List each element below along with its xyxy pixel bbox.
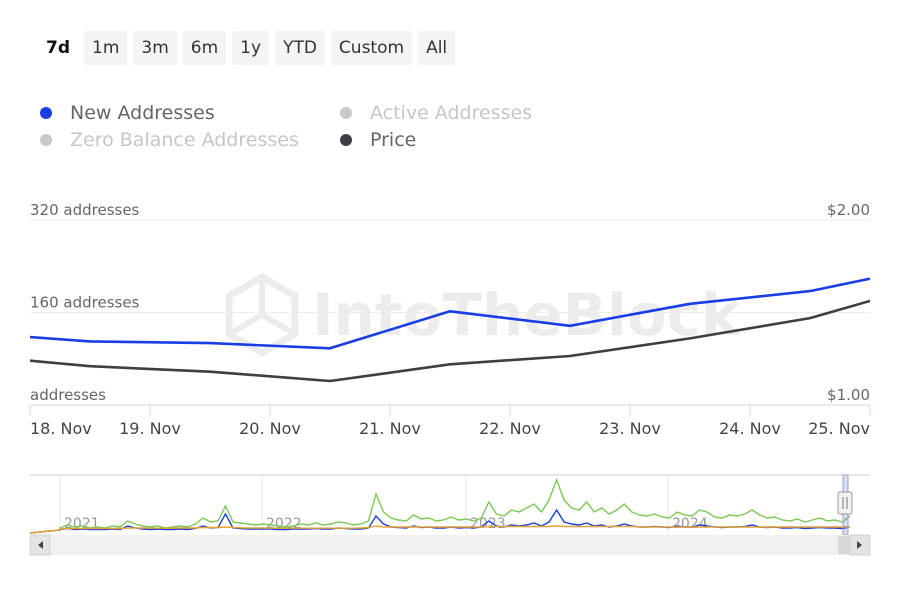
right-axis-label: $2.00 — [827, 201, 870, 219]
range-button-3m[interactable]: 3m — [133, 31, 177, 65]
x-tick-label: 24. Nov — [719, 419, 781, 438]
range-button-7d[interactable]: 7d — [38, 31, 78, 65]
x-tick-label: 25. Nov — [808, 419, 870, 438]
navigator-year-label: 2023 — [470, 516, 506, 532]
left-axis-label: 320 addresses — [30, 201, 140, 219]
x-tick-label: 20. Nov — [239, 419, 301, 438]
legend-dot-icon — [340, 133, 352, 146]
legend-item-active-addresses[interactable]: Active Addresses — [340, 100, 600, 125]
watermark-logo: IntoTheBlock — [225, 272, 741, 358]
legend-item-zero-balance-addresses[interactable]: Zero Balance Addresses — [40, 127, 340, 152]
x-tick-label: 18. Nov — [30, 419, 92, 438]
x-tick-label: 19. Nov — [119, 419, 181, 438]
x-tick-label: 22. Nov — [479, 419, 541, 438]
navigator-year-label: 2024 — [672, 516, 708, 532]
navigator-series-price — [29, 525, 850, 534]
legend-label: Price — [370, 128, 417, 151]
legend-dot-icon — [40, 106, 52, 119]
legend-label: New Addresses — [70, 101, 215, 124]
legend-dot-icon — [40, 133, 52, 146]
range-button-1y[interactable]: 1y — [232, 31, 270, 65]
navigator-chart: 2021 2022 2023 2024 — [29, 474, 871, 556]
scrollbar-track[interactable] — [30, 535, 870, 555]
legend-item-price[interactable]: Price — [340, 127, 600, 152]
chart-legend: New Addresses Active Addresses Zero Balanc… — [40, 100, 600, 152]
left-axis-label: 160 addresses — [30, 294, 140, 312]
navigator-series-active-addresses — [29, 478, 851, 534]
x-tick-label: 23. Nov — [599, 419, 661, 438]
scroll-right-button[interactable] — [849, 534, 871, 556]
scroll-left-button[interactable] — [29, 534, 51, 556]
legend-dot-icon — [340, 106, 352, 119]
range-button-6m[interactable]: 6m — [182, 31, 227, 65]
legend-label: Zero Balance Addresses — [70, 128, 299, 151]
legend-label: Active Addresses — [370, 101, 533, 124]
range-selector: 7d 1m 3m 6m 1y YTD Custom All — [38, 31, 456, 65]
arrow-left-icon — [38, 541, 43, 549]
left-axis-label: addresses — [30, 386, 106, 404]
right-axis-label: $1.00 — [827, 386, 870, 404]
range-button-all[interactable]: All — [418, 31, 456, 65]
x-tick-label: 21. Nov — [359, 419, 421, 438]
range-button-ytd[interactable]: YTD — [275, 31, 325, 65]
legend-item-new-addresses[interactable]: New Addresses — [40, 100, 340, 125]
scrollbar-thumb[interactable] — [838, 536, 850, 554]
range-button-1m[interactable]: 1m — [84, 31, 128, 65]
watermark-text: IntoTheBlock — [312, 281, 741, 349]
range-button-custom[interactable]: Custom — [330, 31, 413, 65]
series-line-price — [30, 299, 870, 383]
arrow-right-icon — [857, 541, 862, 549]
main-chart: IntoTheBlock addresses 160 addresses 320 ad… — [29, 201, 871, 438]
navigator-handle[interactable] — [837, 491, 853, 515]
series-line-new-addresses — [30, 277, 870, 350]
